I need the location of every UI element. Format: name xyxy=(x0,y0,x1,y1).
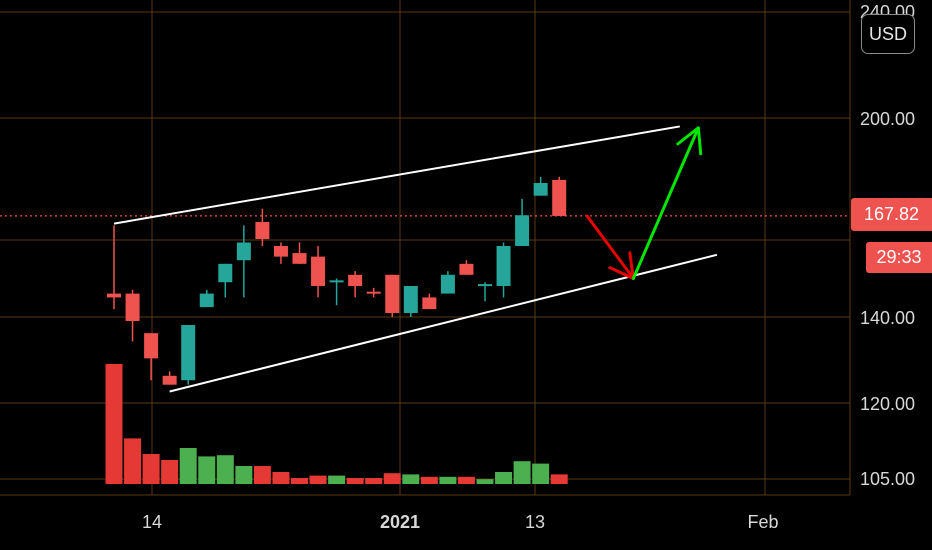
arrow-shaft-0 xyxy=(585,214,635,281)
candle-body-22 xyxy=(515,215,530,246)
trendline-1 xyxy=(169,253,718,393)
bar-countdown-label: 29:33 xyxy=(866,242,932,273)
candle-body-9 xyxy=(273,245,288,257)
volume-bar-21 xyxy=(495,472,513,484)
volume-bar-8 xyxy=(253,466,271,484)
candle-17 xyxy=(422,293,437,310)
time-axis-label: Feb xyxy=(747,512,778,532)
candle-body-15 xyxy=(385,274,400,314)
trendline-0 xyxy=(113,125,680,225)
volume-bars xyxy=(105,364,568,484)
volume-bar-14 xyxy=(365,478,383,484)
candle-body-11 xyxy=(311,256,326,286)
candle-13 xyxy=(348,271,363,298)
volume-bar-4 xyxy=(179,448,197,484)
time-axis-label: 14 xyxy=(142,512,162,532)
candle-1 xyxy=(125,289,140,342)
candle-23 xyxy=(533,176,548,196)
volume-bar-16 xyxy=(402,474,420,484)
volume-bar-15 xyxy=(383,473,401,484)
currency-button[interactable]: USD xyxy=(861,14,915,54)
candle-body-18 xyxy=(440,274,455,294)
time-axis-label: 2021 xyxy=(380,512,420,532)
arrow-down xyxy=(585,214,635,281)
candle-19 xyxy=(459,260,474,275)
candle-2 xyxy=(144,333,159,381)
candle-body-7 xyxy=(236,242,251,261)
candle-21 xyxy=(496,242,511,298)
arrow-shaft-1 xyxy=(631,126,700,281)
candle-body-6 xyxy=(218,263,233,283)
chart-grid xyxy=(0,0,851,496)
arrow-up xyxy=(631,126,703,281)
volume-bar-24 xyxy=(550,474,568,484)
volume-bar-9 xyxy=(272,472,290,484)
candle-0 xyxy=(107,225,121,310)
last-price-label: 167.82 xyxy=(851,198,932,231)
volume-bar-5 xyxy=(198,456,216,484)
volume-bar-20 xyxy=(476,479,494,484)
candle-body-8 xyxy=(255,221,270,240)
volume-bar-6 xyxy=(216,455,234,484)
time-axis-label: 13 xyxy=(525,512,545,532)
candlestick-series xyxy=(107,176,567,385)
candle-14 xyxy=(366,287,381,298)
candle-body-1 xyxy=(125,293,140,321)
candle-body-20 xyxy=(478,284,492,287)
candle-body-12 xyxy=(329,280,344,283)
candle-8 xyxy=(255,208,270,246)
volume-bar-7 xyxy=(235,466,253,484)
candle-body-2 xyxy=(144,333,159,359)
volume-bar-12 xyxy=(328,475,346,484)
price-axis-label: 140.00 xyxy=(860,308,915,328)
candle-body-23 xyxy=(533,183,548,196)
volume-bar-0 xyxy=(105,364,123,484)
price-axis-label: 120.00 xyxy=(860,394,915,414)
candle-body-16 xyxy=(403,285,418,314)
candle-body-19 xyxy=(459,263,474,275)
candle-7 xyxy=(236,225,251,298)
candle-22 xyxy=(515,198,530,246)
volume-bar-10 xyxy=(291,478,308,484)
candle-body-21 xyxy=(496,245,511,286)
candle-5 xyxy=(199,289,214,308)
candle-body-3 xyxy=(162,375,177,385)
candle-body-0 xyxy=(107,293,121,298)
volume-bar-18 xyxy=(439,476,457,484)
candle-18 xyxy=(440,271,455,294)
candle-12 xyxy=(329,278,344,306)
volume-bar-2 xyxy=(142,454,160,484)
candle-body-10 xyxy=(292,253,307,264)
candle-3 xyxy=(162,371,177,385)
candle-body-14 xyxy=(366,291,381,294)
time-axis[interactable]: 14 2021 13 Feb xyxy=(142,512,779,532)
candle-body-24 xyxy=(552,179,567,216)
candle-body-13 xyxy=(348,274,363,286)
candle-9 xyxy=(273,242,288,264)
volume-bar-17 xyxy=(420,476,438,484)
candle-24 xyxy=(552,176,567,216)
candle-body-4 xyxy=(181,325,196,381)
volume-bar-3 xyxy=(161,460,179,484)
price-axis-label: 200.00 xyxy=(860,109,915,129)
volume-bar-11 xyxy=(309,475,327,484)
candle-16 xyxy=(403,285,418,317)
candle-11 xyxy=(311,245,326,298)
candle-body-17 xyxy=(422,297,437,310)
candle-15 xyxy=(385,274,400,317)
candle-4 xyxy=(181,325,196,385)
volume-bar-1 xyxy=(124,438,142,484)
volume-bar-22 xyxy=(513,461,531,484)
chart-drawings xyxy=(113,125,718,393)
volume-bar-23 xyxy=(532,463,550,484)
arrow-head-1 xyxy=(676,126,703,156)
candle-10 xyxy=(292,242,307,264)
volume-bar-19 xyxy=(457,476,475,484)
volume-bar-13 xyxy=(346,478,364,484)
candle-body-5 xyxy=(199,293,214,308)
candle-6 xyxy=(218,263,233,298)
price-axis-label: 105.00 xyxy=(860,469,915,489)
candle-20 xyxy=(478,282,492,302)
